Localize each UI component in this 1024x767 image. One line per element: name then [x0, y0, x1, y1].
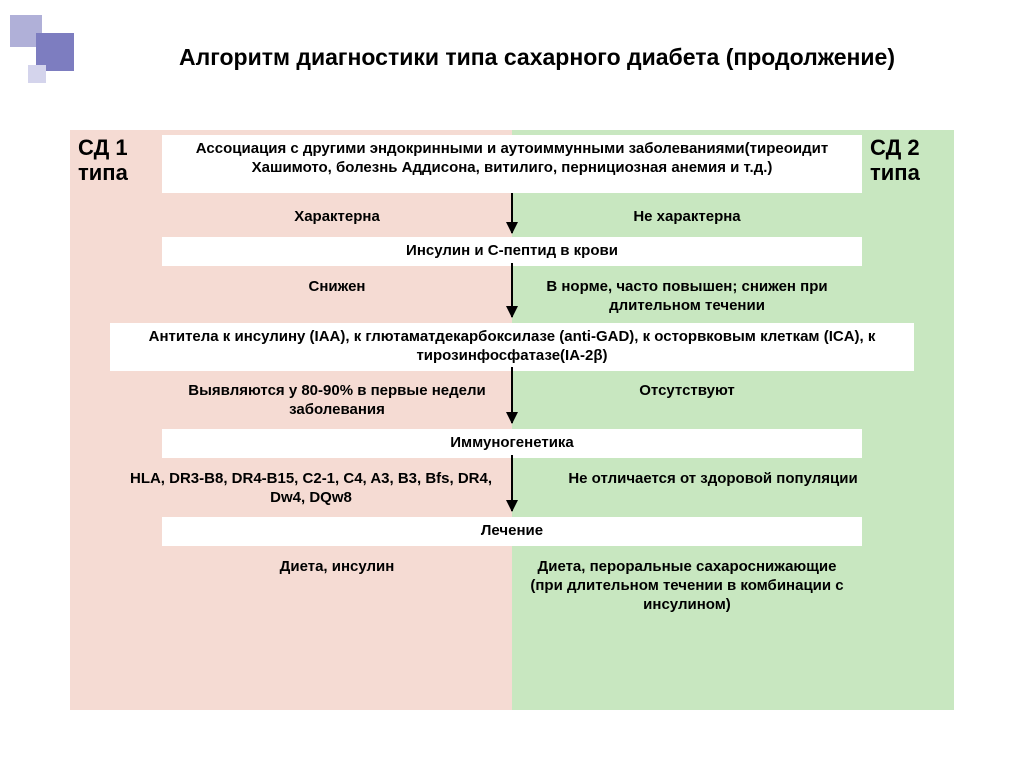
- flow-arrow: [511, 367, 513, 423]
- decor-square: [28, 65, 46, 83]
- value-type2: Диета, пероральные сахароснижающие (при …: [512, 553, 862, 633]
- flow-arrow: [511, 455, 513, 511]
- column-header-type1: СД 1 типа: [78, 135, 158, 186]
- flow-arrow: [511, 263, 513, 317]
- value-type1: Снижен: [162, 273, 512, 313]
- value-type1: Характерна: [162, 203, 512, 232]
- value-type1: HLA, DR3-B8, DR4-B15, C2-1, C4, A3, B3, …: [110, 465, 512, 513]
- diagram-container: СД 1 типа СД 2 типа Ассоциация с другими…: [70, 130, 954, 710]
- value-type2: Отсутствуют: [512, 377, 862, 417]
- criterion-row: Иммуногенетика: [162, 429, 862, 458]
- value-type1: Выявляются у 80-90% в первые недели забо…: [162, 377, 512, 425]
- page-title: Алгоритм диагностики типа сахарного диаб…: [90, 44, 984, 71]
- criterion-row: Лечение: [162, 517, 862, 546]
- flow-arrow: [511, 193, 513, 233]
- value-type2: В норме, часто повышен; снижен при длите…: [512, 273, 862, 321]
- value-type1: Диета, инсулин: [162, 553, 512, 633]
- criterion-row: Инсулин и С-пептид в крови: [162, 237, 862, 266]
- column-header-type2: СД 2 типа: [870, 135, 950, 186]
- criterion-row: Ассоциация с другими эндокринными и ауто…: [162, 135, 862, 193]
- criterion-row: Антитела к инсулину (IAA), к глютаматдек…: [110, 323, 914, 371]
- value-type2: Не отличается от здоровой популяции: [512, 465, 914, 505]
- value-type2: Не характерна: [512, 203, 862, 232]
